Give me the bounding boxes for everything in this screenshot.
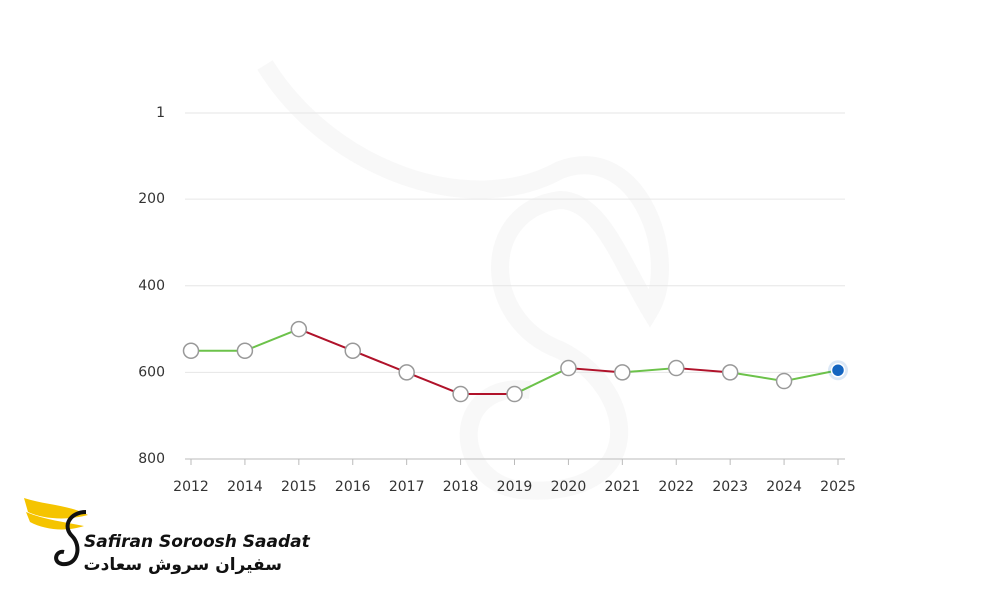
- point: [668, 359, 685, 377]
- logo: Safiran Soroosh Saadat سفیران سروش سعادت: [24, 498, 311, 575]
- y-tick-label: 1: [156, 105, 165, 121]
- x-tick-label: 2022: [658, 479, 694, 495]
- point: [344, 342, 361, 359]
- x-tick-label: 2021: [605, 479, 641, 495]
- watermark: [257, 60, 669, 500]
- x-tick-label: 2018: [443, 479, 479, 495]
- logo-name-fa: سفیران سروش سعادت: [84, 555, 282, 575]
- x-tick-label: 2020: [551, 479, 587, 495]
- line-segment: [244, 328, 300, 352]
- x-tick-label: 2019: [497, 479, 533, 495]
- x-tick-label: 2015: [281, 479, 317, 495]
- x-tick-label: 2025: [820, 479, 856, 495]
- x-tick-label: 2024: [766, 479, 802, 495]
- point: [290, 320, 308, 338]
- logo-swan: [54, 510, 87, 567]
- x-tick-label: 2012: [173, 479, 209, 495]
- line-segment: [406, 371, 461, 395]
- x-tick-label: 2017: [389, 479, 425, 495]
- line-segment: [298, 328, 354, 352]
- point: [506, 385, 523, 403]
- x-tick-label: 2023: [712, 479, 748, 495]
- y-tick-label: 400: [138, 278, 165, 294]
- point: [614, 364, 631, 381]
- y-tick-label: 600: [138, 364, 165, 380]
- line-segment: [622, 367, 677, 374]
- line-segment: [352, 349, 408, 374]
- point: [182, 342, 200, 359]
- line-segment: [514, 367, 569, 395]
- y-tick-label: 200: [138, 191, 165, 207]
- y-tick-label: 800: [138, 451, 165, 467]
- line-segment: [783, 369, 839, 383]
- line-segment: [730, 371, 785, 383]
- point: [830, 362, 846, 378]
- logo-wing: [24, 498, 88, 519]
- line-segment: [676, 367, 731, 374]
- point: [236, 342, 254, 359]
- point: [452, 385, 469, 403]
- watermark-shape: [257, 60, 669, 500]
- x-tick-label: 2014: [227, 479, 263, 495]
- x-tick-label: 2016: [335, 479, 371, 495]
- logo-name: Safiran Soroosh Saadat: [84, 532, 311, 552]
- line-segment: [568, 367, 623, 374]
- point: [721, 364, 739, 381]
- point: [775, 372, 793, 390]
- point: [560, 359, 577, 377]
- point: [398, 364, 415, 381]
